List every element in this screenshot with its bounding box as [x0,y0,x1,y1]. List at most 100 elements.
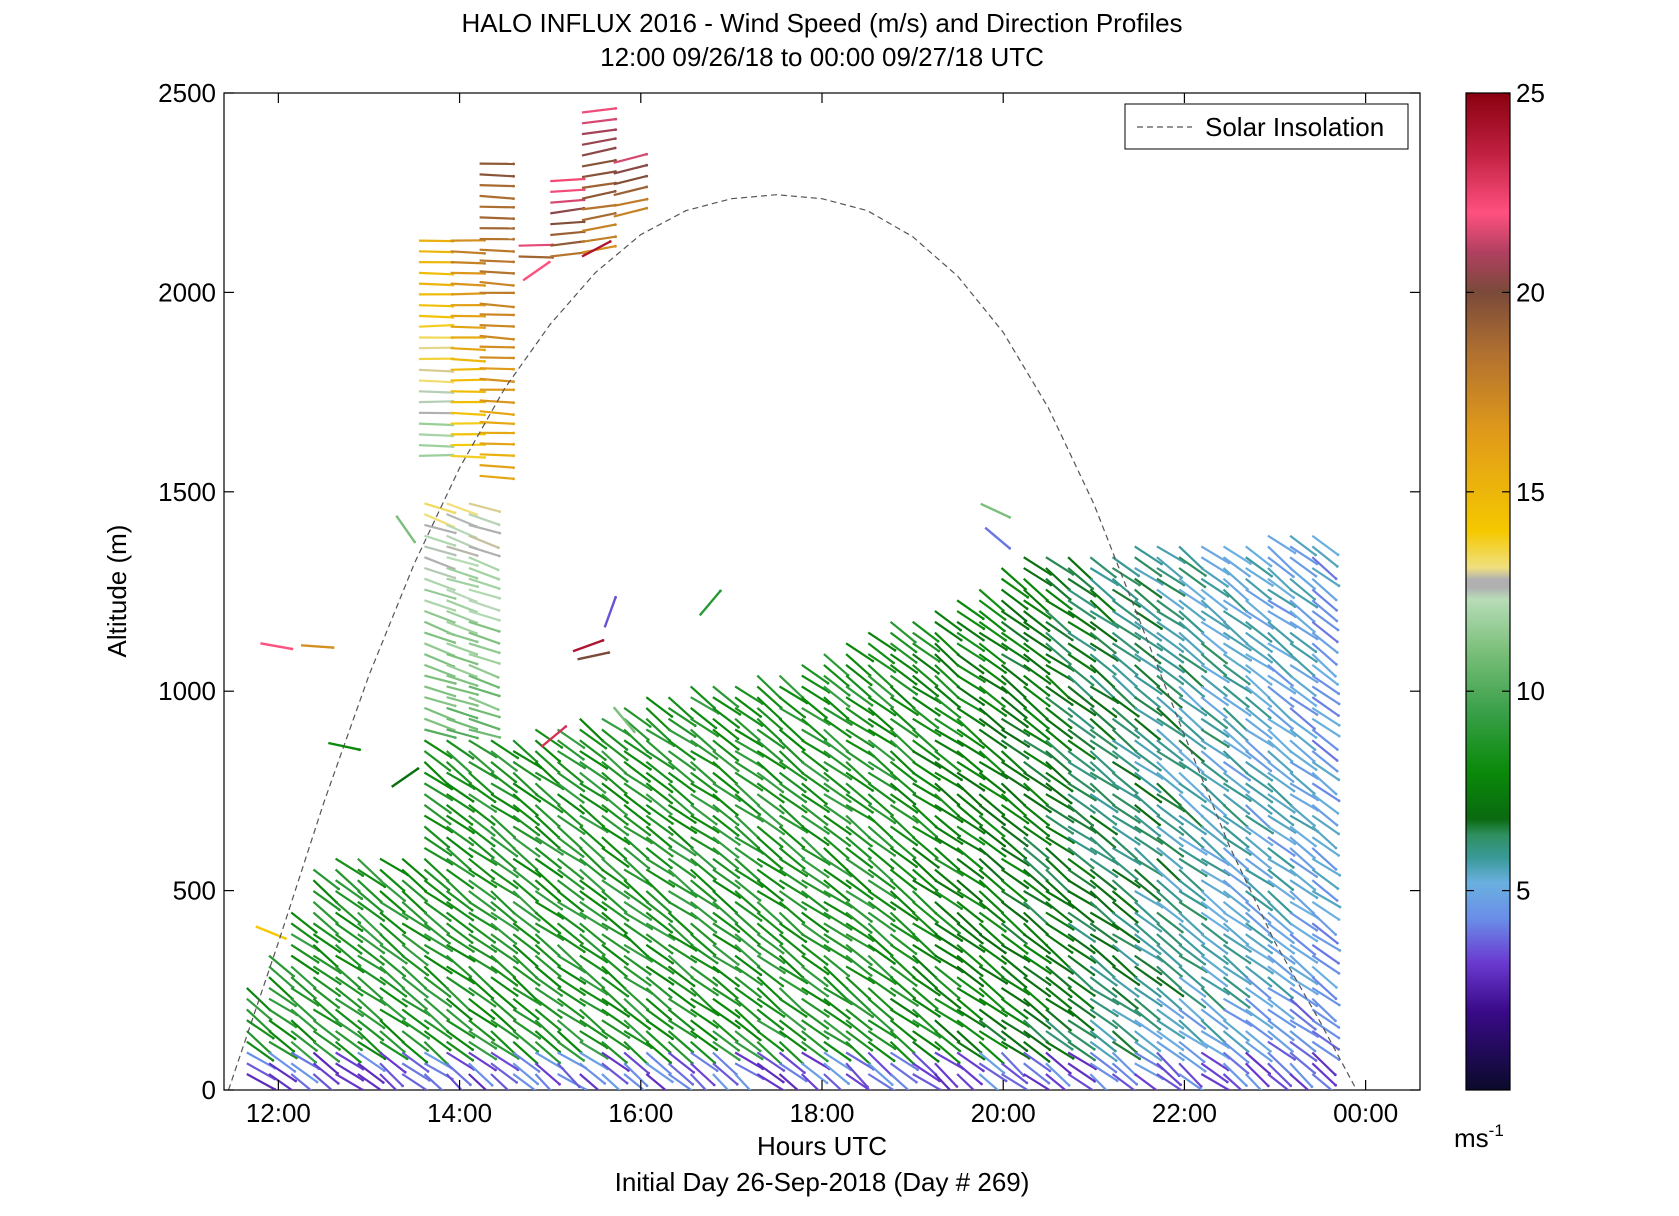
wind-barb [690,696,719,715]
wind-barb [601,976,629,997]
wind-barb-head [937,713,941,717]
wind-barb [418,250,453,254]
wind-barb [1311,857,1341,877]
wind-barb-head [670,951,674,955]
wind-barb [1000,653,1030,672]
wind-barb-head [1336,683,1339,686]
wind-barb-head [293,1070,297,1073]
wind-barb [1111,750,1139,772]
wind-barb-head [1069,995,1073,999]
wind-barb-head [846,1094,849,1097]
wind-barb [490,987,517,1010]
wind-barb [424,566,456,579]
wind-barb [581,118,616,125]
wind-barb [645,1073,668,1090]
wind-barb-head [497,686,500,689]
wind-barb [1222,922,1249,946]
wind-barb [579,900,607,921]
wind-barb [1267,653,1292,677]
wind-barb [690,739,718,760]
wind-barb [1134,706,1163,726]
wind-barb-head [1025,1049,1029,1052]
wind-barb [579,836,605,860]
wind-barb [423,1040,449,1065]
wind-barb [1045,1040,1074,1060]
wind-barb [1267,847,1294,869]
wind-barb [934,954,964,973]
wind-barb-head [694,831,698,834]
wind-barb [445,879,471,903]
wind-barb [401,890,427,914]
wind-barb-head [1137,810,1141,814]
wind-barb-head [782,1015,786,1018]
wind-barb-head [1227,680,1230,684]
wind-barb-head [1336,941,1339,945]
wind-barb-head [1292,951,1295,955]
wind-barb-head [803,715,806,719]
wind-barb [557,750,586,769]
wind-barb-head [1003,854,1007,858]
wind-barb [690,717,719,737]
wind-barb [1200,674,1227,697]
wind-barb [867,631,896,652]
wind-barb-head [937,649,941,653]
wind-barb [1089,664,1115,688]
wind-barb [512,793,539,816]
wind-barb [978,965,1008,985]
wind-barb-head [982,649,985,652]
wind-barb [978,707,1005,730]
wind-barb [778,890,807,911]
wind-barb [845,771,874,792]
wind-barb [845,1062,869,1088]
wind-barb-head [490,1083,494,1087]
wind-barb-head [1114,995,1118,998]
wind-barb [778,857,808,877]
wind-barb-head [1048,1069,1052,1073]
wind-barb [712,760,738,785]
wind-barb [1111,664,1138,688]
wind-barb [1045,1051,1072,1075]
wind-barb [1111,965,1140,986]
wind-barb-head [1005,1014,1008,1018]
wind-barb [801,976,829,997]
wind-barb [645,857,675,877]
wind-barb [1222,664,1250,685]
wind-barb-head [516,961,519,965]
wind-barb [1089,933,1119,952]
wind-barb-head [736,855,740,859]
wind-barb [468,728,501,739]
wind-barb-head [1245,1084,1248,1087]
wind-barb [1289,804,1316,827]
wind-barb [445,739,474,760]
wind-barb-head [892,758,895,762]
wind-barb-head [714,899,717,902]
wind-barb [667,890,697,909]
wind-barb [1222,674,1252,694]
wind-barb-head [1024,716,1028,719]
wind-barb-head [670,801,673,805]
wind-barb [512,900,540,922]
wind-barb [557,1008,586,1027]
wind-barb [534,1040,561,1064]
wind-barb-head [625,1061,628,1064]
wind-barb [1178,1062,1202,1088]
wind-barb [756,728,785,749]
wind-barb [479,259,514,263]
wind-barb [1022,911,1049,935]
wind-barb [911,900,939,924]
wind-barb-head [1337,961,1340,965]
wind-barb [1089,1073,1108,1090]
wind-barb-head [781,800,785,804]
wind-barb-head [847,974,851,978]
wind-barb [867,674,894,697]
wind-barb [1111,803,1140,824]
wind-barb-head [916,1024,920,1028]
wind-barb [867,696,896,716]
wind-barb [756,1008,784,1030]
wind-barb [712,750,739,772]
wind-barb [1289,717,1317,739]
wind-barb [423,1051,453,1070]
wind-barb-head [556,1096,559,1099]
wind-barb [401,965,427,989]
